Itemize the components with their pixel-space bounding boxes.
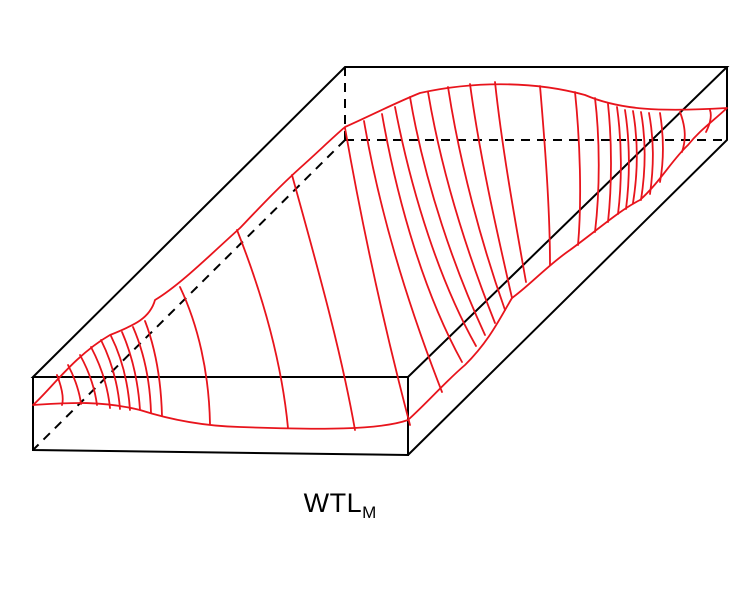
contour-line-30	[648, 112, 654, 195]
contour-line-8	[132, 326, 152, 414]
contour-line-13	[344, 127, 411, 426]
contour-line-23	[574, 91, 582, 246]
contour-line-9	[144, 320, 163, 417]
contour-line-32	[679, 111, 686, 153]
contour-line-5	[100, 339, 121, 410]
contour-line-6	[110, 335, 131, 411]
contour-line-18	[427, 91, 496, 324]
contour-line-12	[291, 174, 356, 431]
contour-line-28	[632, 110, 638, 204]
contour-line-10	[179, 286, 211, 425]
hidden-edges	[32, 67, 727, 451]
caption-main: WTL	[303, 488, 363, 518]
contour-line-24	[594, 97, 600, 233]
contour-line-16	[394, 106, 477, 347]
contour-line-14	[363, 120, 443, 393]
box-top-face	[30, 66, 730, 378]
contour-line-33	[705, 109, 712, 133]
contour-line-19	[447, 86, 506, 311]
contour-line-7	[121, 331, 141, 411]
deformed-surface	[32, 81, 728, 431]
contour-line-22	[539, 85, 551, 266]
contour-line-20	[469, 83, 513, 299]
contour-line-27	[624, 109, 630, 210]
contour-line-2	[67, 364, 82, 405]
contour-line-1	[56, 374, 64, 406]
caption-subscript: M	[362, 503, 377, 522]
contour-line-21	[494, 81, 527, 283]
contour-line-4	[90, 346, 111, 409]
contour-line-25	[607, 103, 612, 223]
contour-line-15	[381, 113, 463, 363]
contour-line-3	[79, 354, 98, 406]
contour-line-29	[640, 111, 646, 201]
box-right-face	[407, 67, 728, 456]
contour-line-26	[616, 106, 622, 215]
contour-line-31	[659, 112, 664, 183]
contour-line-11	[236, 229, 289, 429]
figure-caption: WTLM	[0, 488, 680, 523]
contour-line-17	[409, 96, 486, 336]
visible-edges	[30, 66, 730, 457]
